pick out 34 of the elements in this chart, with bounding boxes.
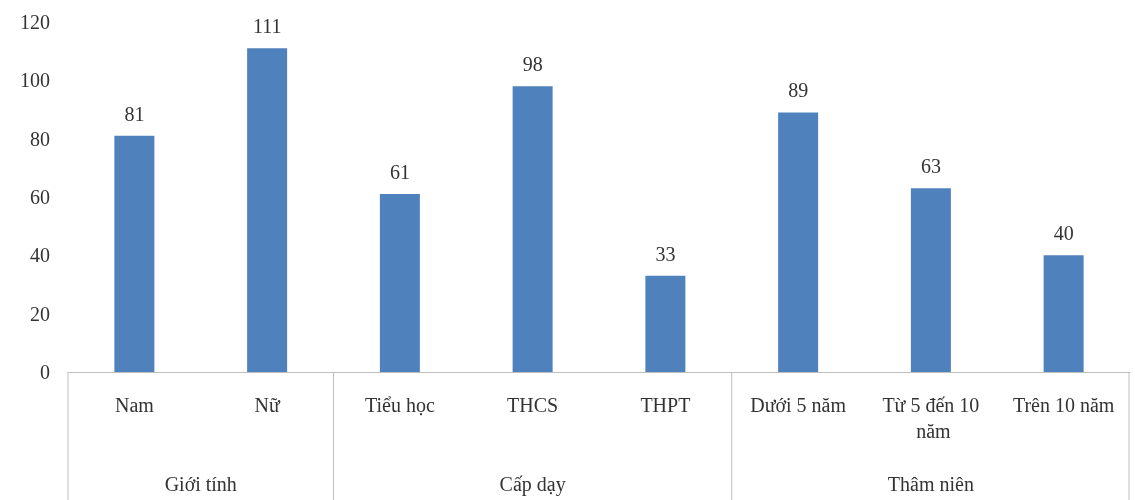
bar bbox=[379, 194, 420, 372]
text: Giới tính bbox=[164, 473, 237, 495]
data-label: 63 bbox=[920, 155, 941, 178]
bar bbox=[778, 112, 819, 372]
data-label: 33 bbox=[655, 242, 676, 265]
text: Cấp dạy bbox=[499, 473, 566, 496]
data-label: 40 bbox=[1053, 222, 1074, 245]
bar bbox=[114, 135, 155, 372]
y-tick-label: 120 bbox=[20, 11, 50, 33]
x-tick-label: THCS bbox=[507, 394, 559, 416]
bar bbox=[1043, 255, 1084, 372]
data-label: 98 bbox=[522, 53, 543, 76]
bar bbox=[645, 275, 686, 372]
y-tick-label: 40 bbox=[30, 244, 50, 267]
bar bbox=[512, 86, 553, 372]
data-label: 111 bbox=[252, 15, 282, 38]
y-tick-label: 0 bbox=[40, 361, 50, 383]
y-tick-label: 100 bbox=[20, 69, 50, 92]
x-tick-label: Từ 5 đến 10 năm bbox=[882, 394, 980, 442]
x-tick-label: THPT bbox=[640, 394, 691, 416]
y-tick-label: 20 bbox=[30, 302, 50, 325]
bar bbox=[910, 188, 951, 372]
data-label: 89 bbox=[788, 79, 809, 102]
y-tick-label: 60 bbox=[30, 186, 50, 208]
x-tick-label: Dưới 5 năm bbox=[750, 394, 847, 416]
y-tick-label: 80 bbox=[30, 127, 50, 150]
data-label: 61 bbox=[389, 161, 410, 184]
x-tick-label: Nam bbox=[114, 394, 155, 416]
x-tick-label: Trên 10 năm bbox=[1012, 394, 1115, 416]
x-tick-label: Nữ bbox=[254, 394, 281, 416]
bar bbox=[247, 48, 288, 372]
x-tick-label: Tiểu học bbox=[364, 394, 435, 416]
data-label: 81 bbox=[124, 102, 145, 125]
text: Thâm niên bbox=[887, 473, 974, 495]
